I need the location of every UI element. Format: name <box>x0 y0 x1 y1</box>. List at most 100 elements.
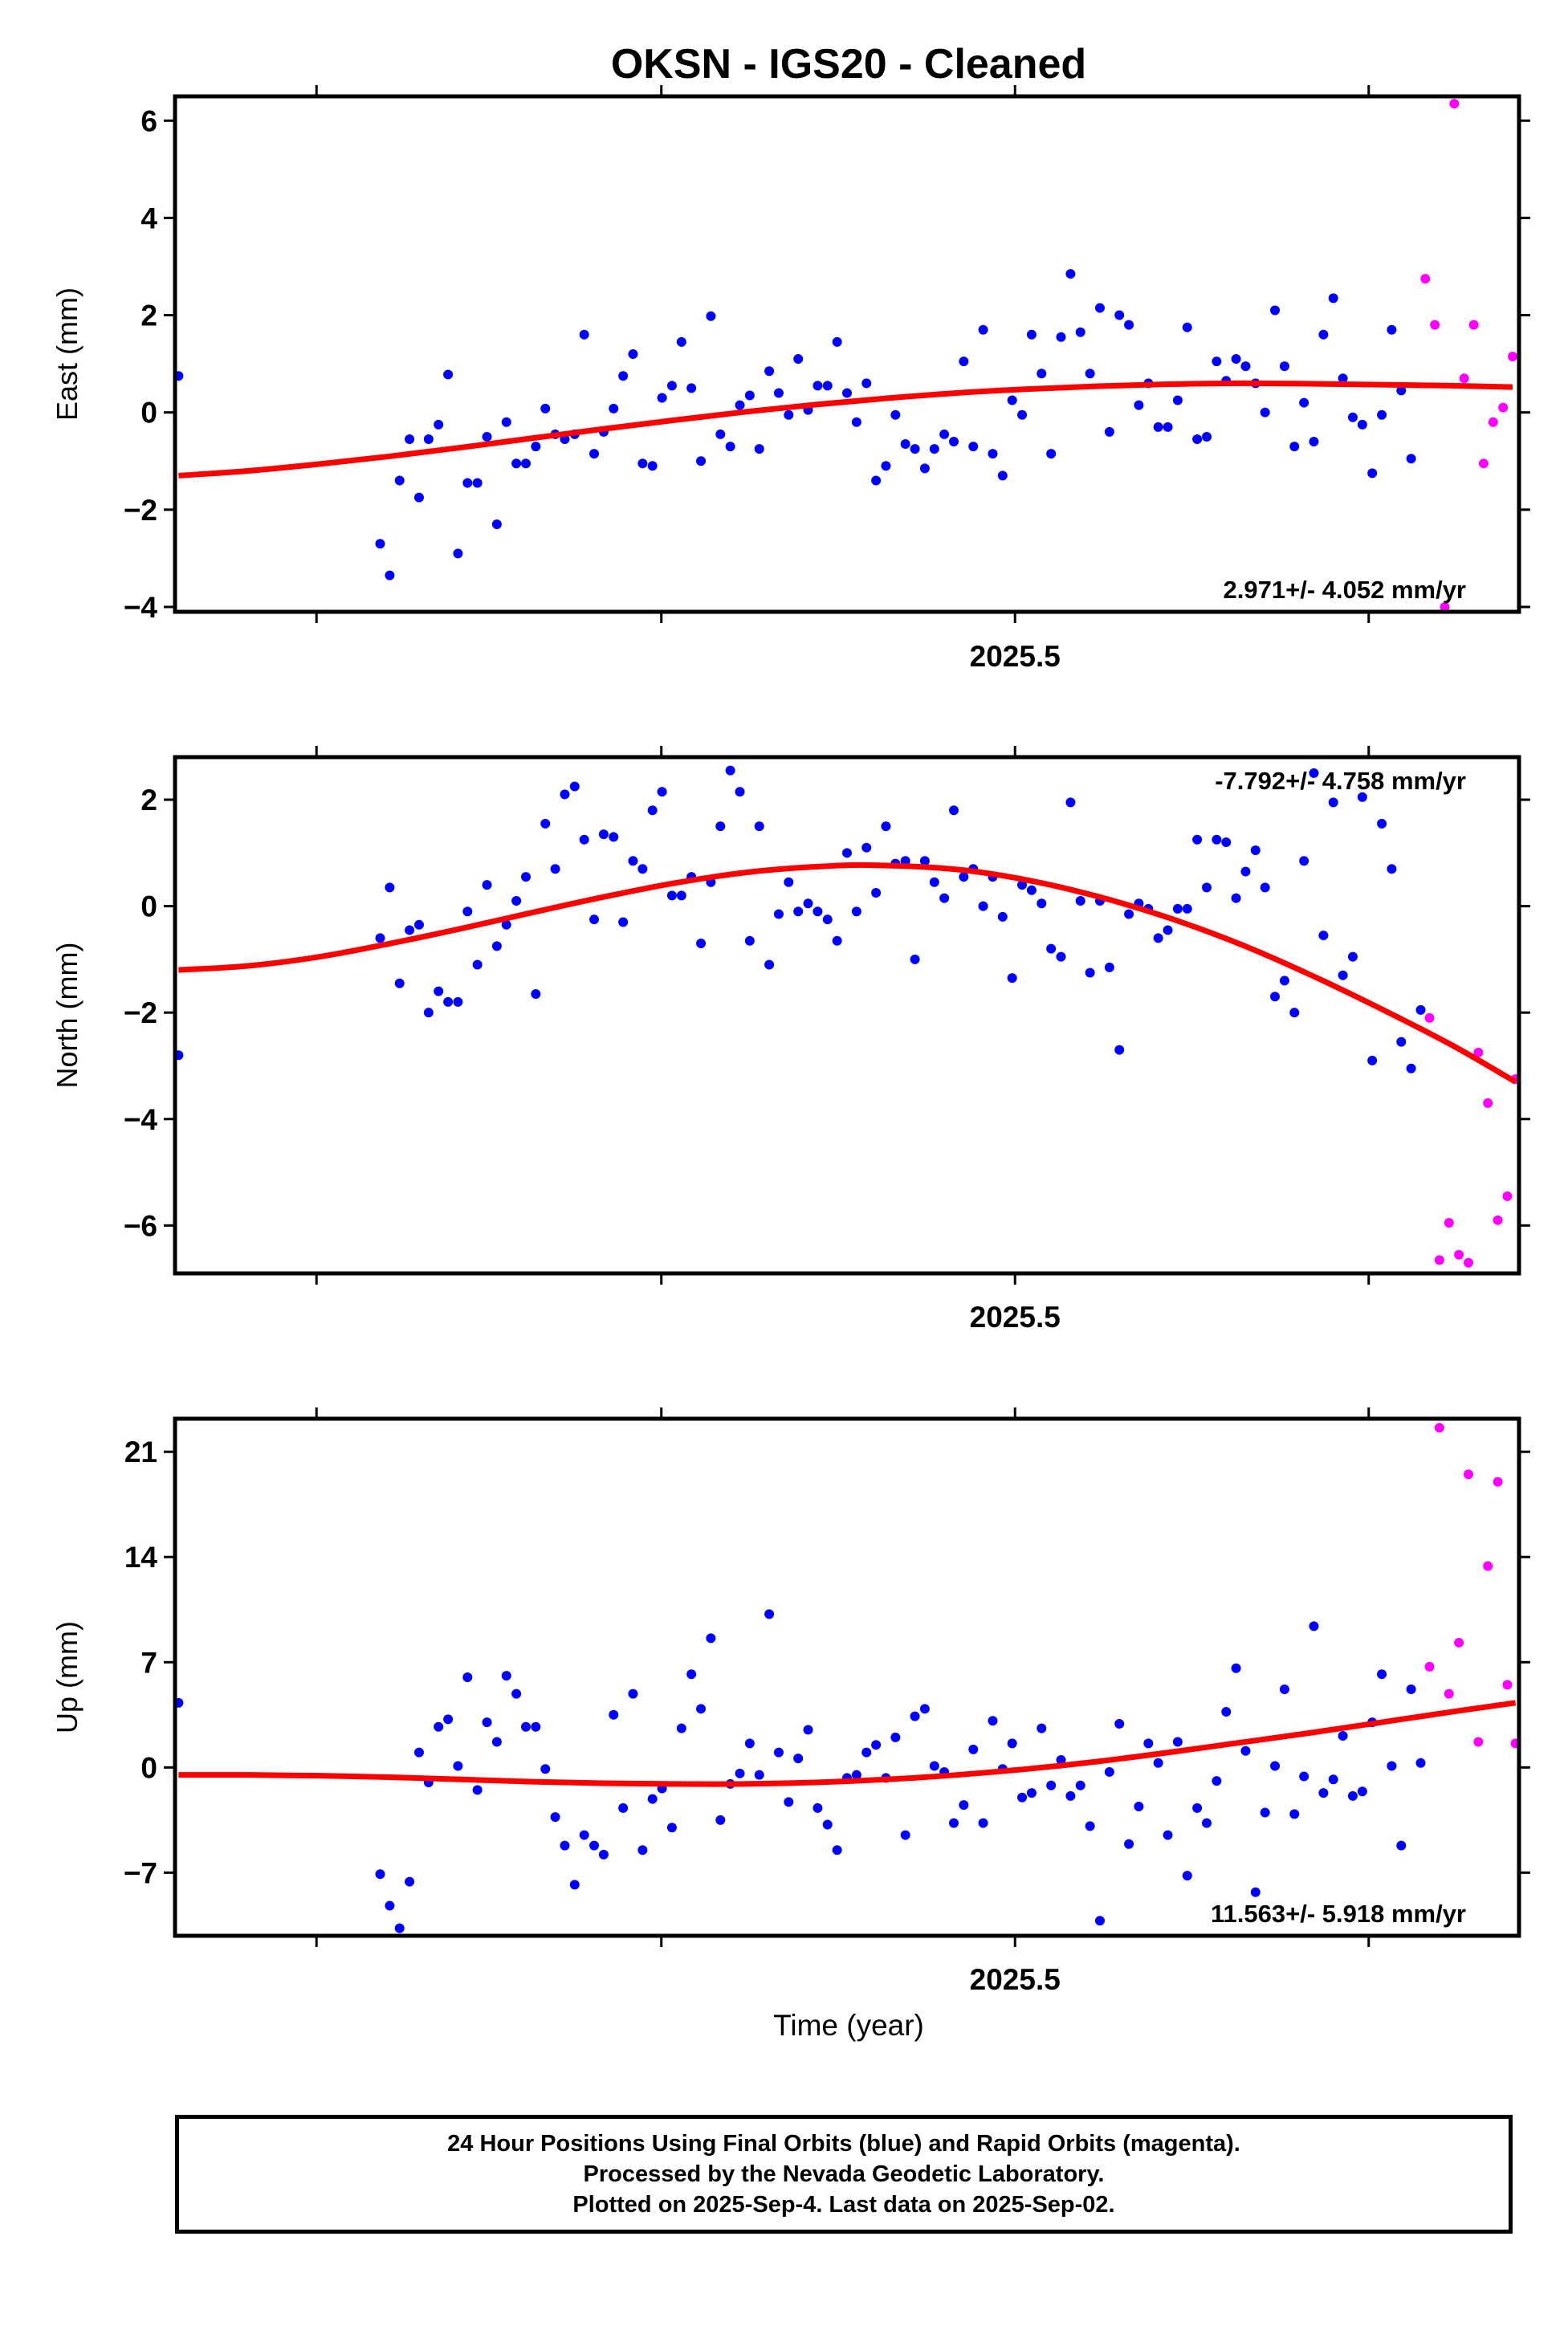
up-final-point <box>978 1818 988 1828</box>
east-y-tick-label: 6 <box>141 104 157 137</box>
up-final-point <box>706 1633 716 1644</box>
north-rapid-point <box>1464 1257 1474 1268</box>
north-final-point <box>1124 909 1134 919</box>
east-panel: −4 −2 0 2 4 6 East (mm) 2025.5 2.971+/- 4.052… <box>51 85 1530 673</box>
east-final-point <box>1085 369 1095 379</box>
north-final-point <box>1347 951 1358 962</box>
east-rapid-point <box>1508 352 1518 362</box>
up-final-point <box>959 1800 969 1811</box>
north-final-point <box>949 805 959 816</box>
east-final-point <box>1231 354 1241 365</box>
up-rapid-point <box>1493 1477 1503 1487</box>
up-rapid-point <box>1473 1737 1484 1747</box>
north-final-point <box>910 954 920 964</box>
north-final-point <box>375 933 385 943</box>
east-rapid-point <box>1498 402 1509 413</box>
east-final-point <box>793 354 804 365</box>
up-final-point <box>550 1812 560 1823</box>
up-final-point <box>686 1669 697 1680</box>
east-final-point <box>657 393 667 403</box>
up-final-point <box>375 1869 385 1880</box>
east-xtick-label: 2025.5 <box>970 640 1061 673</box>
north-final-point <box>939 893 950 903</box>
up-y-tick-label: −7 <box>124 1856 157 1889</box>
north-final-point <box>1007 973 1017 984</box>
up-final-point <box>784 1797 794 1807</box>
up-final-point <box>861 1747 872 1758</box>
up-final-point <box>1231 1663 1241 1673</box>
up-y-tick-label: 0 <box>141 1751 157 1784</box>
east-final-point <box>861 378 872 389</box>
north-final-point <box>413 919 424 930</box>
up-final-point <box>1085 1821 1095 1831</box>
up-final-point <box>1347 1790 1358 1801</box>
north-final-point <box>696 939 707 949</box>
east-final-point <box>618 371 629 381</box>
north-final-point <box>997 911 1008 922</box>
north-fit-line <box>178 862 1517 1085</box>
north-final-point <box>871 888 882 898</box>
up-final-point <box>832 1845 842 1855</box>
north-y-ticks: −6 −4 −2 0 2 <box>124 784 1530 1242</box>
up-final-point <box>1017 1792 1028 1802</box>
north-final-point <box>725 765 735 776</box>
north-y-tick-label: −2 <box>124 996 157 1029</box>
up-final-point <box>851 1770 861 1780</box>
east-final-point <box>1387 324 1397 335</box>
east-final-point <box>385 570 395 580</box>
east-final-point <box>842 388 852 398</box>
east-final-point <box>511 458 522 469</box>
east-final-point <box>696 456 707 466</box>
north-final-point <box>676 890 686 901</box>
north-final-point <box>1056 951 1066 962</box>
up-final-point <box>1250 1887 1261 1897</box>
east-y-tick-label: −4 <box>124 591 158 624</box>
east-rapid-point <box>1430 320 1440 330</box>
up-final-point <box>1240 1745 1251 1756</box>
east-final-point <box>890 409 901 420</box>
east-final-point <box>531 442 541 452</box>
up-rapid-point <box>1444 1688 1454 1699</box>
east-final-point <box>744 390 755 401</box>
north-final-point <box>764 959 775 970</box>
east-final-point <box>784 409 794 420</box>
up-final-point <box>579 1830 589 1840</box>
north-final-point <box>1192 834 1203 845</box>
east-final-point <box>988 449 998 459</box>
up-panel: −7 0 7 14 21 Up (mm) 2025.5 11.563+/- 5.918 … <box>51 1407 1530 1996</box>
north-final-point <box>628 856 638 866</box>
north-final-point <box>881 821 891 832</box>
north-final-point <box>618 917 629 927</box>
up-final-point <box>531 1721 541 1732</box>
north-frame <box>173 755 1521 1276</box>
east-final-point <box>405 434 415 444</box>
east-final-point <box>1289 442 1300 452</box>
north-final-point <box>959 872 969 882</box>
east-final-point <box>939 429 950 439</box>
east-final-point <box>725 442 735 452</box>
up-final-point <box>482 1717 492 1728</box>
east-final-point <box>1153 422 1163 432</box>
east-final-point <box>1192 434 1203 444</box>
north-final-point <box>589 914 600 925</box>
east-final-point <box>482 431 492 442</box>
east-final-point <box>1347 412 1358 422</box>
east-final-point <box>394 475 405 486</box>
up-final-point <box>919 1704 930 1714</box>
up-final-point <box>1387 1761 1397 1771</box>
north-final-point <box>1367 1055 1378 1065</box>
north-final-point <box>842 848 852 858</box>
up-y-tick-label: 21 <box>124 1436 157 1468</box>
up-final-point <box>1406 1684 1416 1694</box>
north-final-point <box>735 787 745 797</box>
up-final-point <box>1377 1669 1387 1680</box>
east-final-point <box>1026 329 1037 340</box>
north-final-point <box>1114 1045 1125 1055</box>
east-rapid-point <box>1440 601 1450 612</box>
east-final-point <box>501 417 511 427</box>
north-final-point <box>784 877 794 887</box>
up-final-point <box>949 1818 959 1828</box>
east-rapid-point <box>1449 99 1460 109</box>
east-y-tick-label: 0 <box>141 397 157 430</box>
east-final-point <box>715 429 726 439</box>
